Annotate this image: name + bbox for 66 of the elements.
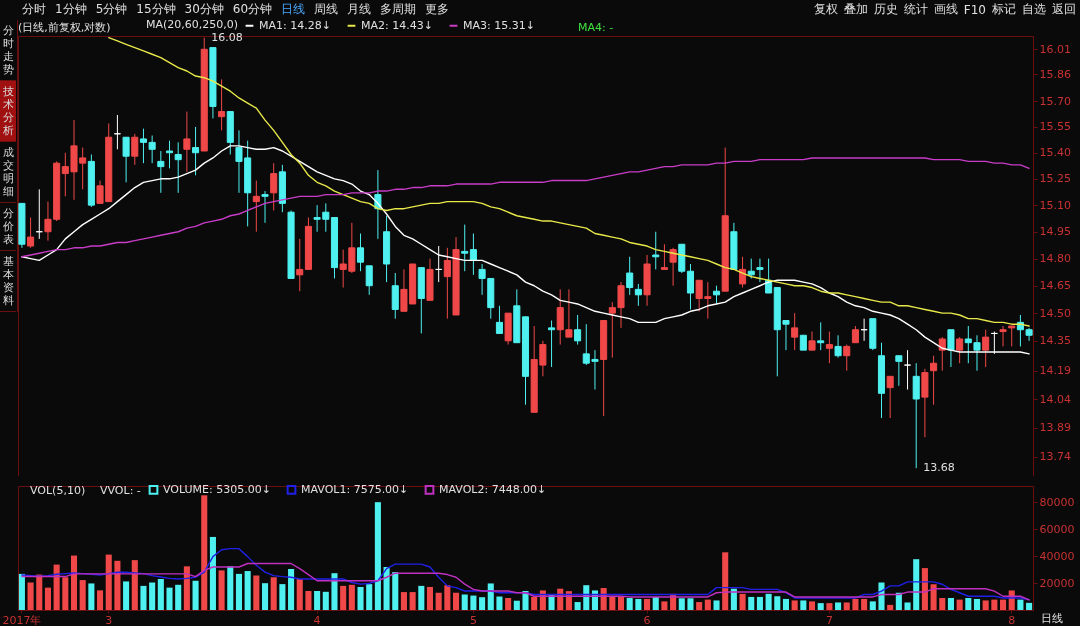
text: 叠加 [843, 1, 868, 18]
text: 成交明细 [0, 142, 16, 203]
y-tick-label: 15.55 [1039, 120, 1071, 134]
y-tick-label: 60000 [1039, 522, 1075, 536]
text: 30分钟 [184, 1, 224, 18]
y-tick-label: 15.86 [1039, 67, 1071, 81]
y-tick-label: 15.10 [1039, 198, 1071, 212]
y-tick-label: 13.89 [1039, 421, 1071, 435]
legend-label: MAVOL1: 7575.00↓ [301, 482, 409, 496]
x-tick-label: 4 [313, 613, 321, 626]
text: 分价表 [0, 203, 16, 251]
legend-label: MA1: 14.28↓ [259, 18, 331, 32]
text: 复权 [813, 1, 838, 18]
y-tick-label: 15.25 [1039, 172, 1071, 186]
text: 日线 [1041, 612, 1063, 625]
y-tick-label: 15.40 [1039, 146, 1071, 160]
text: 周线 [314, 1, 339, 18]
text: 基本资料 [0, 251, 16, 312]
legend-title: MA(20,60,250,0) [146, 18, 239, 31]
text: 技术分析 [0, 81, 16, 142]
y-tick-label: 13.74 [1039, 450, 1071, 464]
y-tick-label: 14.19 [1039, 364, 1071, 378]
y-tick-label: 14.50 [1039, 306, 1071, 320]
y-tick-label: 14.80 [1039, 252, 1071, 266]
legend-label: VOLUME: 5305.00↓ [163, 482, 271, 496]
text: F10 [963, 2, 986, 17]
x-tick-label: 6 [643, 613, 651, 626]
y-tick-label: 14.65 [1039, 279, 1071, 293]
text: 1分钟 [55, 1, 87, 18]
x-tick-label: 5 [469, 613, 477, 626]
text: 15分钟 [136, 1, 176, 18]
y-tick-label: 14.95 [1039, 225, 1071, 239]
legend-label: MAVOL2: 7448.00↓ [439, 482, 547, 496]
text: 更多 [425, 1, 450, 18]
text: 自选 [1022, 1, 1046, 18]
legend-label: MA2: 14.43↓ [361, 18, 433, 32]
x-tick-label: 8 [1008, 613, 1016, 626]
y-tick-label: 40000 [1039, 549, 1075, 563]
y-tick-label: 14.04 [1039, 392, 1071, 406]
y-tick-label: 20000 [1039, 576, 1075, 590]
x-tick-label: 7 [825, 613, 833, 626]
annotation: VVOL: - [100, 484, 141, 497]
text: 月线 [347, 1, 372, 18]
text: 标记 [992, 1, 1016, 18]
x-tick-label: 3 [105, 613, 113, 626]
x-tick-label: 2017年 [2, 613, 42, 626]
y-tick-label: 16.01 [1039, 42, 1071, 56]
text: 多周期 [380, 1, 417, 18]
text: 60分钟 [232, 1, 273, 18]
legend-title: VOL(5,10) [30, 484, 86, 497]
text: 分时走势 [0, 20, 16, 81]
y-tick-label: 80000 [1039, 495, 1075, 509]
y-tick-label: 15.70 [1039, 94, 1071, 108]
legend-label: MA3: 15.31↓ [463, 18, 535, 32]
y-tick-label: 14.35 [1039, 334, 1071, 348]
text: MA4: - [578, 21, 614, 34]
text: 返回 [1052, 1, 1076, 18]
chart-title: (日线,前复权,对数) [18, 21, 111, 34]
text: 画线 [933, 1, 958, 18]
annotation: 13.68 [923, 461, 955, 475]
text: 统计 [903, 1, 928, 18]
text: 历史 [873, 1, 898, 18]
annotation: 16.08 [211, 30, 243, 44]
text: 分时 [22, 1, 46, 18]
text: 日线 [281, 1, 306, 18]
text: 5分钟 [95, 1, 128, 18]
